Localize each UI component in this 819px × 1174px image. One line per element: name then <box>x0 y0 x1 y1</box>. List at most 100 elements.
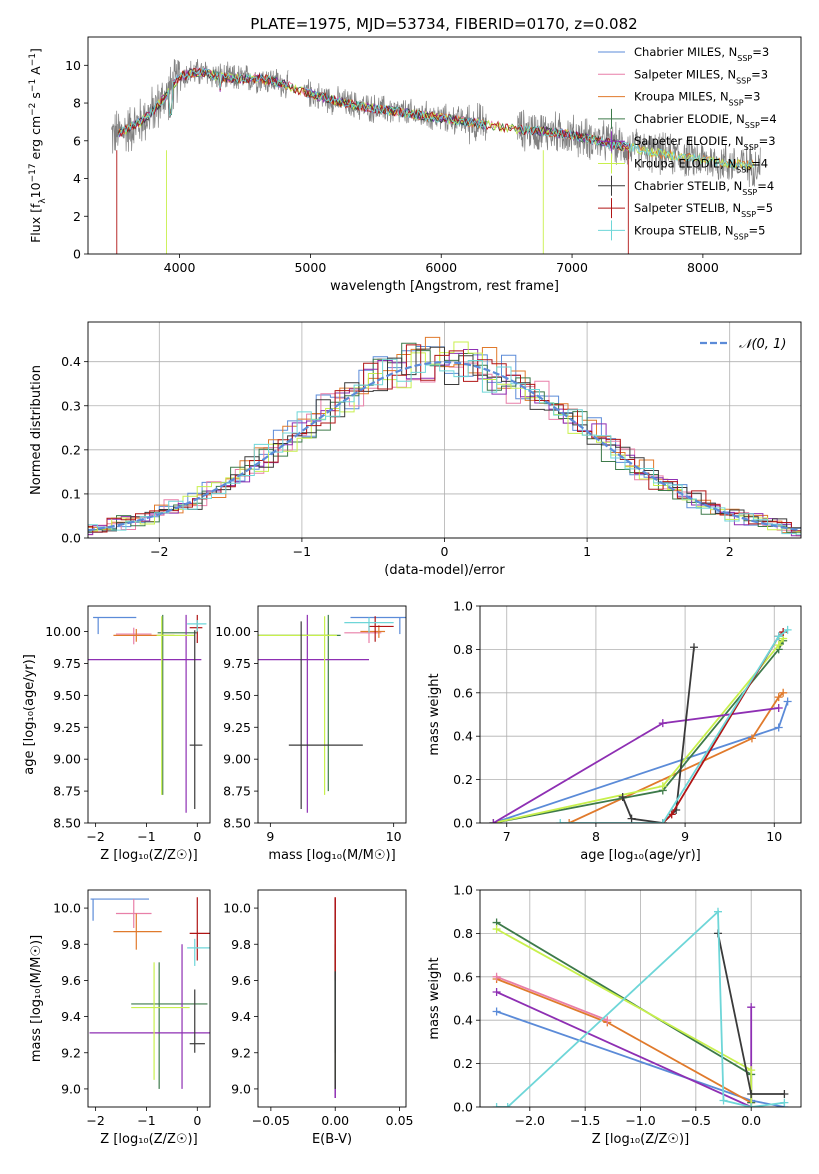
mass-vs-z-ytick-label: 9.8 <box>61 937 81 952</box>
mass-vs-ebv-ytick-label: 9.0 <box>231 1081 251 1096</box>
weight-vs-z-marker <box>492 925 501 934</box>
weight-vs-age-ytick-label: 0.4 <box>453 729 473 744</box>
spectrum-ytick-label: 10 <box>65 58 81 73</box>
mass-vs-ebv-ytick-label: 10.0 <box>223 901 251 916</box>
legend-suffix: =3 <box>751 67 768 81</box>
weight-vs-z-xtick-label: −0.5 <box>681 1113 711 1128</box>
spectrum-ylabel-part: s <box>28 92 43 103</box>
weight-vs-age-line-kroupa-stelib <box>560 629 789 823</box>
weight-vs-age-marker <box>565 819 574 823</box>
weight-vs-z-marker <box>503 1103 512 1107</box>
weight-vs-age-line-salpeter-elodie <box>492 707 779 823</box>
mass-vs-z-ytick-label: 10.0 <box>53 901 81 916</box>
legend-suffix: =5 <box>756 201 773 215</box>
spectrum-ylabel: Flux [fλ10−17 erg cm−2 s−1 A−1] <box>28 48 48 243</box>
residuals-hist-chabrier-stelib <box>88 346 801 533</box>
legend-name: Kroupa STELIB, N <box>634 223 734 237</box>
residuals-xlabel: (data-model)/error <box>384 563 505 578</box>
legend-sub: SSP <box>736 76 751 85</box>
residuals-hist-salpeter-miles <box>88 358 801 536</box>
legend-name: Salpeter MILES, N <box>634 67 736 81</box>
legend-name: Salpeter STELIB, N <box>634 201 741 215</box>
age-vs-z-xtick-label: −2 <box>86 829 104 844</box>
mass-vs-ebv-panel: −0.05 0.00 0.05 9.0 9.2 9.4 9.6 9.8 10.0 E(B-V) <box>223 889 413 1147</box>
weight-vs-z-xtick-label: 0.0 <box>741 1113 761 1128</box>
weight-vs-z-xlabel: Z [log₁₀(Z/Z☉)] <box>592 1132 689 1147</box>
residuals-hist-kroupa-elodie <box>88 341 801 533</box>
residuals-xtick-label: 2 <box>726 544 734 559</box>
weight-vs-z-marker <box>492 972 501 981</box>
spectrum-title: PLATE=1975, MJD=53734, FIBERID=0170, z=0… <box>250 15 637 33</box>
weight-vs-age-xtick-label: 9 <box>681 829 689 844</box>
legend-sub: SSP <box>737 54 752 63</box>
legend-suffix: =3 <box>744 90 761 104</box>
weight-vs-age-xlabel: age [log₁₀(age/yr)] <box>580 848 701 863</box>
residuals-panel: −2 −1 0 1 2 0.0 0.1 0.2 0.3 0.4 (data-model)/error… <box>29 321 802 578</box>
spectrum-legend-label: Kroupa ELODIE, NSSP=4 <box>634 157 768 175</box>
weight-vs-z-marker <box>780 1098 789 1107</box>
weight-vs-age-marker <box>774 641 783 650</box>
legend-suffix: =3 <box>752 45 769 59</box>
spectrum-frame <box>87 36 802 255</box>
age-vs-mass-xtick-label: 9 <box>266 829 274 844</box>
weight-vs-z-ytick-label: 0.0 <box>453 1100 473 1115</box>
legend-sub: SSP <box>742 187 757 196</box>
mass-vs-z-xtick-label: 0 <box>193 1113 201 1128</box>
residuals-ytick-label: 0.4 <box>61 354 81 369</box>
mass-vs-z-ytick-label: 9.6 <box>61 973 81 988</box>
spectrum-ylabel-part: λ <box>38 198 48 204</box>
spectrum-legend-label: Salpeter STELIB, NSSP=5 <box>634 201 773 219</box>
weight-vs-age-ytick-label: 0.2 <box>453 772 473 787</box>
weight-vs-z-marker <box>492 1007 501 1016</box>
weight-vs-z-marker <box>719 1096 728 1105</box>
age-vs-z-xtick-label: 0 <box>193 829 201 844</box>
spectrum-legend-label: Kroupa MILES, NSSP=3 <box>634 90 760 108</box>
weight-vs-age-marker <box>774 632 783 641</box>
weight-vs-z-line-kroupa-stelib <box>496 909 785 1107</box>
mass-vs-ebv-ytick-label: 9.8 <box>231 937 251 952</box>
mass-vs-ebv-xlabel: E(B-V) <box>312 1132 352 1147</box>
weight-vs-age-marker <box>779 688 788 697</box>
residuals-xtick-label: 0 <box>441 544 449 559</box>
age-vs-mass-frame <box>257 605 407 824</box>
residuals-hist-kroupa-stelib <box>88 358 801 535</box>
legend-suffix: =4 <box>760 112 777 126</box>
age-vs-mass-ytick-label: 9.50 <box>223 688 251 703</box>
legend-sub: SSP <box>741 210 756 219</box>
weight-vs-age-line-chabrier-stelib <box>621 647 695 823</box>
spectrum-model-line <box>117 67 755 170</box>
legend-suffix: =4 <box>757 179 774 193</box>
residuals-xtick-label: −1 <box>293 544 311 559</box>
age-vs-mass-ytick-label: 9.25 <box>223 720 251 735</box>
mass-vs-z-ytick-label: 9.2 <box>61 1045 81 1060</box>
weight-vs-age-marker <box>783 697 792 706</box>
weight-vs-age-marker <box>658 719 667 728</box>
mass-vs-ebv-xtick-label: −0.05 <box>252 1113 290 1128</box>
weight-vs-z-marker <box>780 1089 789 1098</box>
age-vs-z-ytick-label: 9.00 <box>53 752 81 767</box>
weight-vs-age-marker <box>783 625 792 634</box>
weight-vs-age-xtick-label: 7 <box>503 829 511 844</box>
weight-vs-age-ytick-label: 0.0 <box>453 816 473 831</box>
age-vs-z-ylabel: age [log₁₀(age/yr)] <box>22 654 37 775</box>
spectrum-panel: 4000 5000 6000 7000 8000 0 2 4 6 8 10 wavelength [A… <box>28 36 802 294</box>
age-vs-z-ytick-label: 9.50 <box>53 688 81 703</box>
weight-vs-age-marker <box>747 734 756 743</box>
weight-vs-z-line-kroupa-elodie <box>496 928 753 1107</box>
mass-vs-z-panel: −2 −1 0 9.0 9.2 9.4 9.6 9.8 10.0 Z [log₁₀(Z/Z☉)] m… <box>29 889 211 1147</box>
weight-vs-z-frame <box>479 889 802 1108</box>
weight-vs-z-ytick-label: 0.6 <box>453 969 473 984</box>
weight-vs-z-marker <box>492 1103 501 1107</box>
mass-vs-z-ytick-label: 9.0 <box>61 1081 81 1096</box>
weight-vs-age-marker <box>658 782 667 791</box>
legend-name: Chabrier MILES, N <box>634 45 737 59</box>
spectrum-ytick-label: 4 <box>73 171 81 186</box>
residuals-ytick-label: 0.0 <box>61 531 81 546</box>
mass-vs-z-xtick-label: −1 <box>137 1113 155 1128</box>
weight-vs-age-marker <box>774 693 783 702</box>
legend-suffix: =4 <box>751 157 768 171</box>
age-vs-z-panel: −2 −1 0 8.50 8.75 9.00 9.25 9.50 9.75 10.00 Z [log… <box>22 605 211 863</box>
mass-vs-z-ylabel: mass [log₁₀(M/M☉)] <box>29 935 44 1062</box>
weight-vs-z-marker <box>747 1103 756 1107</box>
